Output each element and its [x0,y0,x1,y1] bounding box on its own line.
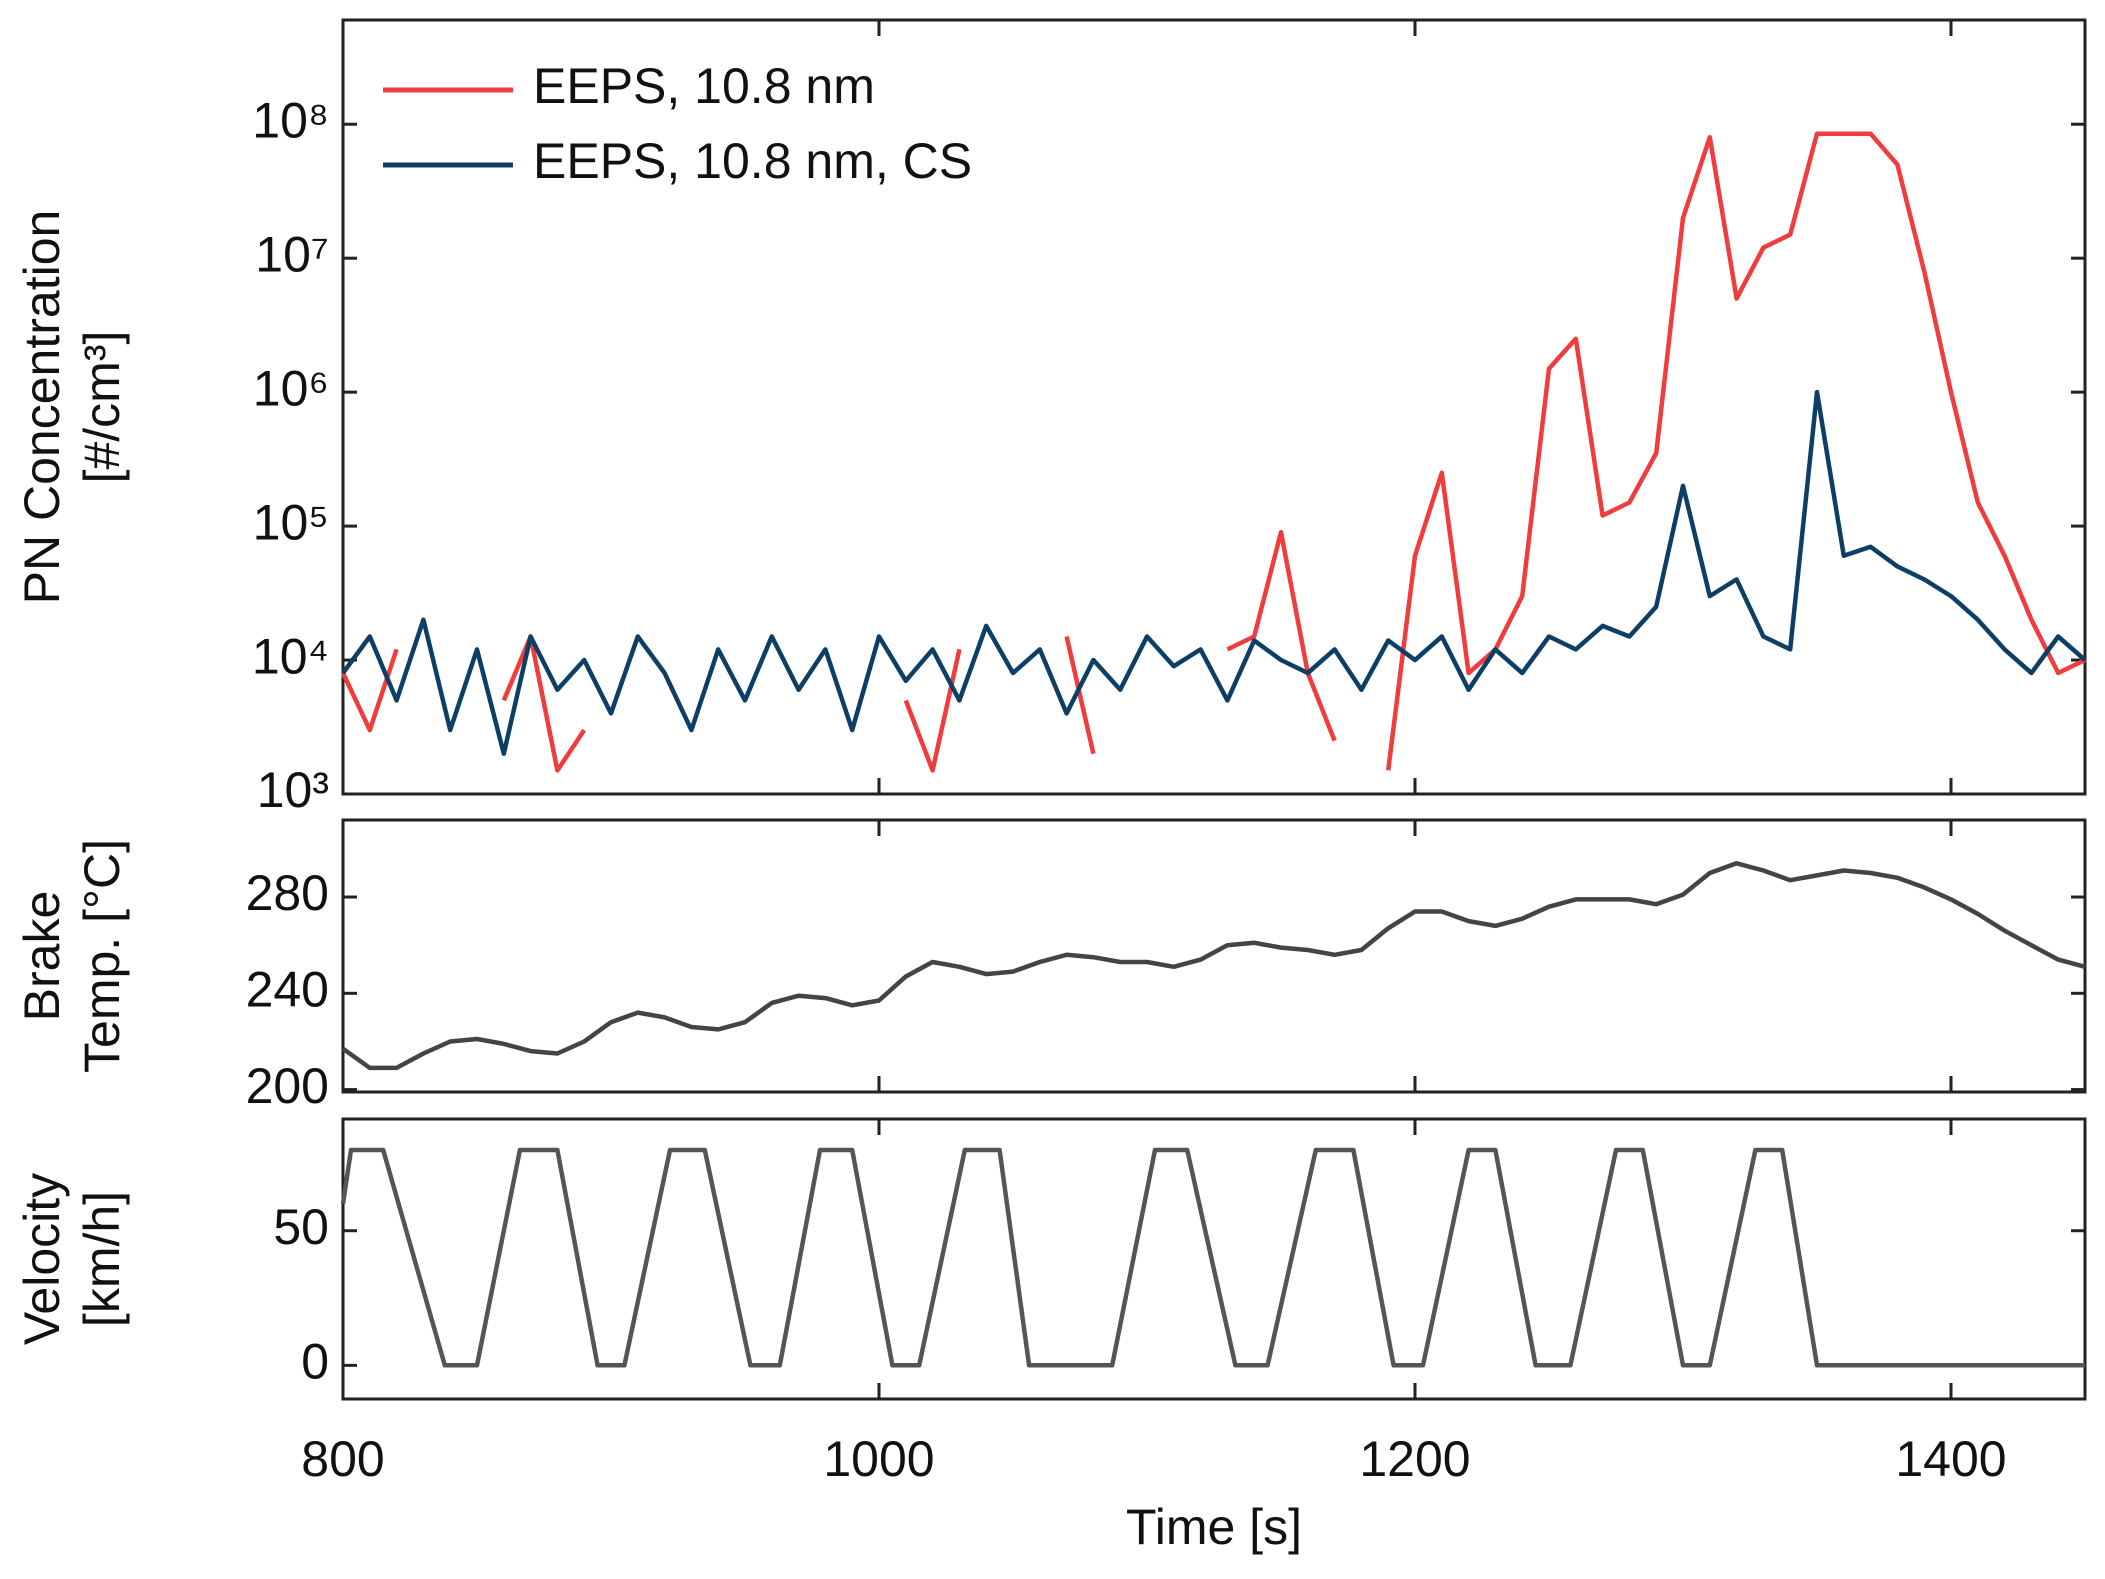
data-line [340,1147,2085,1368]
y-tick-label: 10⁷ [255,226,329,282]
x-tick-label: 1000 [823,1431,934,1487]
x-tick-label: 1200 [1359,1431,1470,1487]
y-tick-label: 0 [301,1334,329,1390]
y-tick-label: 10³ [257,762,329,818]
y-axis-label: Temp. [°C] [74,839,130,1073]
data-line [340,131,2086,773]
y-tick-label: 10⁴ [252,628,329,684]
x-axis-label: Time [s] [1126,1499,1302,1555]
legend-label: EEPS, 10.8 nm, CS [533,133,972,189]
y-tick-label: 10⁶ [253,360,329,416]
plot-frame [341,18,2087,796]
legend-label: EEPS, 10.8 nm [533,58,875,114]
y-axis-label: [#/cm³] [74,331,130,484]
y-axis-label: [km/h] [74,1191,130,1327]
plot-frame [341,1117,2087,1401]
y-tick-label: 10⁵ [253,494,329,550]
y-tick-label: 50 [273,1199,329,1255]
y-tick-label: 240 [246,962,329,1018]
x-tick-label: 1400 [1895,1431,2006,1487]
x-tick-label: 800 [301,1431,384,1487]
plot-frame [341,818,2087,1094]
y-axis-label: Brake [14,891,70,1022]
y-tick-label: 200 [246,1058,329,1114]
y-tick-label: 10⁸ [252,92,329,148]
y-axis-label: Velocity [14,1173,70,1345]
y-axis-label: PN Concentration [14,210,70,605]
y-tick-label: 280 [246,865,329,921]
data-line [341,389,2087,756]
data-line [341,861,2086,1071]
